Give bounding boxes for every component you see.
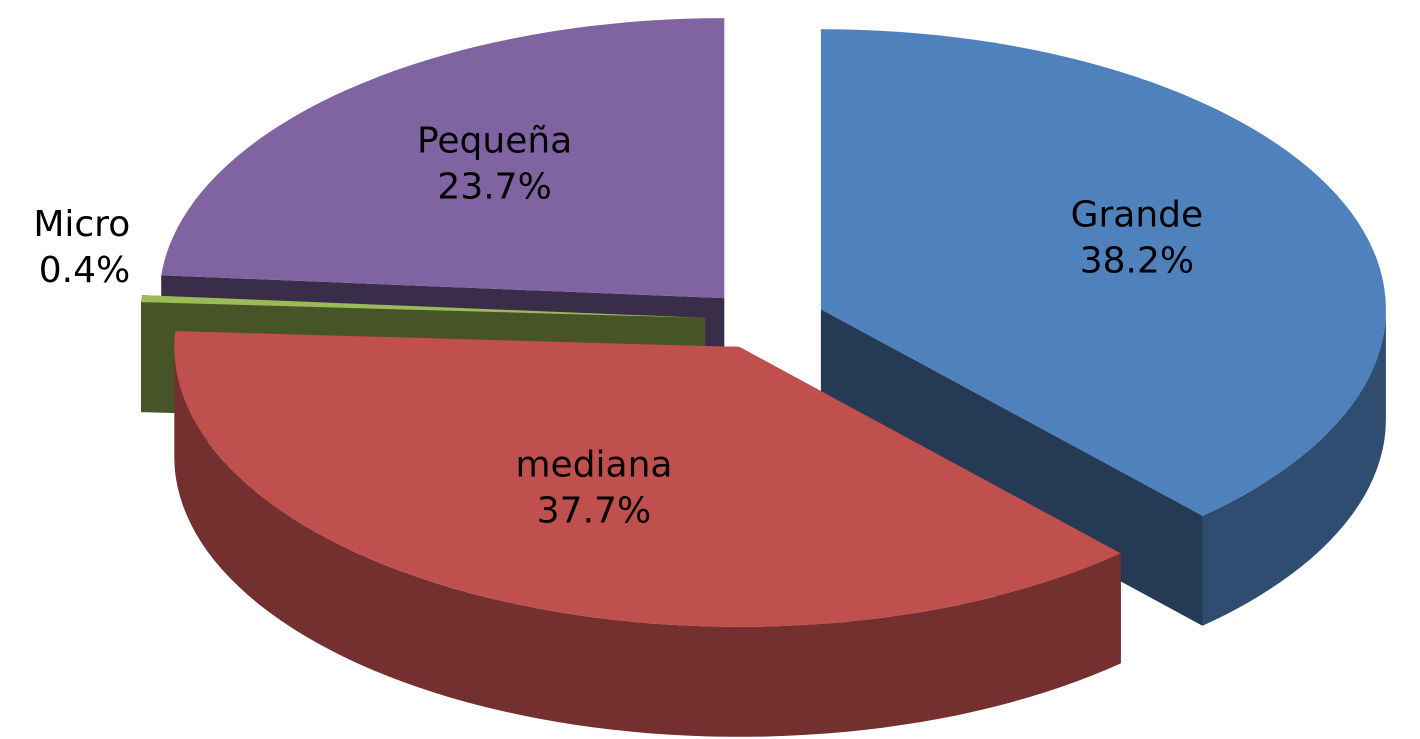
slice-outer-wall [174,346,1121,737]
slice-label-value: 0.4% [39,250,130,291]
slice-outer-wall [1202,309,1386,626]
slice-label-value: 38.2% [1080,240,1194,281]
slice [161,18,725,299]
slice-label-name: Grande [1071,194,1204,235]
slice [141,295,706,318]
slice-label-value: 23.7% [437,167,551,208]
slice [174,331,1121,627]
slice-label-name: Pequeña [417,121,572,162]
slice-label-value: 37.7% [537,491,651,532]
slice [820,29,1386,516]
slice-label-name: mediana [515,445,672,486]
slice-label-name: Micro [33,204,130,245]
